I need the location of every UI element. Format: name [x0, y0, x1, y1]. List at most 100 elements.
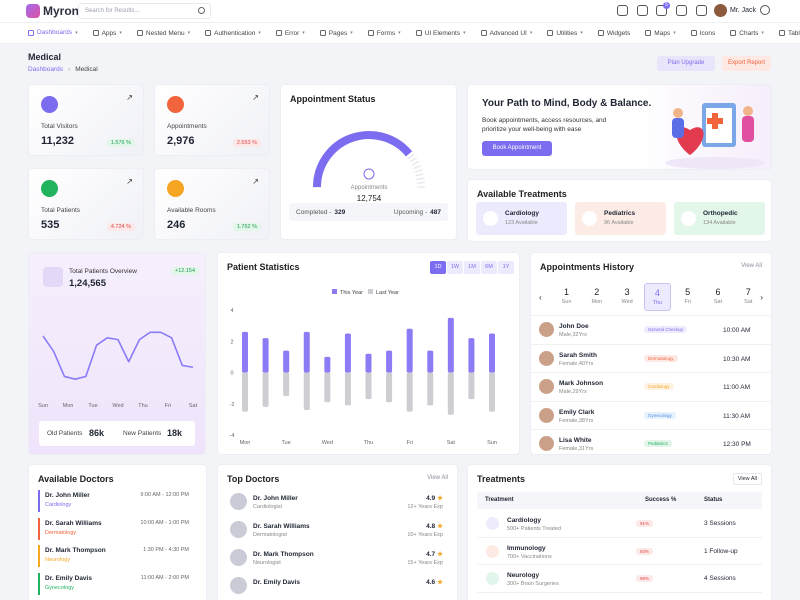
- nav-item[interactable]: Nested Menu ▾: [136, 23, 191, 43]
- patient-info: Female,31Yrs: [559, 446, 594, 453]
- view-all[interactable]: View All: [741, 263, 762, 269]
- stat-icon: [167, 180, 184, 197]
- toolbar-icon[interactable]: [676, 5, 687, 16]
- bar: [468, 338, 475, 373]
- doctor-rating: 4.7 ★: [426, 550, 443, 558]
- next-day[interactable]: ›: [760, 293, 763, 302]
- nav-label: Charts: [739, 29, 759, 37]
- nav-caret: ▾: [580, 30, 583, 36]
- nav-item[interactable]: Utilities ▾: [547, 23, 583, 43]
- day-button[interactable]: 4 Thu: [643, 283, 671, 311]
- day-button[interactable]: 3 Wed: [614, 283, 641, 311]
- bar: [365, 353, 372, 373]
- range-tab[interactable]: 6M: [481, 261, 497, 274]
- nav-item[interactable]: Authentication ▾: [205, 23, 261, 43]
- patient-name: Emily Clark: [559, 408, 595, 416]
- view-all[interactable]: View All: [427, 475, 448, 481]
- nav-icon: [28, 29, 34, 36]
- day-button[interactable]: 1 Sun: [553, 283, 580, 311]
- toolbar-icon[interactable]: [696, 5, 707, 16]
- nav-item[interactable]: Charts ▾: [730, 23, 764, 43]
- nav-item[interactable]: Table: [778, 23, 800, 43]
- nav-caret: ▾: [463, 30, 466, 36]
- day-button[interactable]: 2 Mon: [583, 283, 610, 311]
- cart-badge: 5: [663, 2, 670, 9]
- range-tab[interactable]: 1Y: [498, 261, 514, 274]
- day-button[interactable]: 7 Sat: [735, 283, 762, 311]
- upcoming-label: Upcoming -: [393, 208, 428, 216]
- x-tick-label: Sat: [189, 403, 198, 409]
- day-date: 5: [685, 287, 691, 297]
- nav-icon: [415, 30, 422, 36]
- gauge-label: Appointments: [351, 185, 388, 191]
- range-tab[interactable]: 1W: [447, 261, 463, 274]
- nav-item[interactable]: Advanced UI ▾: [480, 23, 532, 43]
- day-name: Mon: [591, 299, 603, 305]
- toolbar-icon[interactable]: [656, 5, 667, 16]
- x-tick-label: Wed: [322, 440, 333, 446]
- bar: [324, 356, 331, 373]
- top-doctor-row: Dr. Sarah Williams Dermatologist 4.8 ★ 10+ Y…: [218, 517, 457, 545]
- nav-item[interactable]: Icons: [690, 23, 715, 43]
- doctor-avatar: [230, 577, 247, 594]
- nav-item[interactable]: Error ▾: [275, 23, 305, 43]
- view-all-button[interactable]: View All: [732, 473, 762, 485]
- treatment-name: Neurology: [507, 572, 540, 579]
- prev-day[interactable]: ‹: [539, 293, 542, 302]
- book-appointment-button[interactable]: Book Appointment: [482, 141, 552, 156]
- day-button[interactable]: 5 Fri: [674, 283, 701, 311]
- gauge-value: 12,754: [357, 194, 382, 203]
- breadcrumb-link[interactable]: Dashboards: [28, 66, 64, 73]
- completed: Completed -329: [296, 209, 345, 216]
- x-tick-label: Sun: [487, 440, 497, 446]
- search-box[interactable]: Search for Results...: [78, 3, 211, 19]
- nav-icon: [275, 30, 282, 36]
- stat-arrow: ↗: [126, 177, 133, 186]
- nav-label: Pages: [328, 29, 348, 37]
- breadcrumb-current: Medical: [75, 66, 98, 73]
- doctor-time: 1:30 PM - 4:30 PM: [143, 547, 189, 553]
- nav-item[interactable]: Pages ▾: [319, 23, 353, 43]
- treatment-icon: [681, 211, 696, 226]
- nav-item[interactable]: Forms ▾: [367, 23, 401, 43]
- treatment-icon: [582, 211, 597, 226]
- treatment-tile[interactable]: Cardiology 123 Available: [476, 202, 567, 235]
- x-tick-label: Fri: [406, 440, 412, 446]
- settings-icon[interactable]: [760, 5, 770, 15]
- nav-label: Forms: [376, 29, 396, 37]
- success-rate: 91%: [636, 520, 654, 527]
- stat-arrow: ↗: [252, 177, 259, 186]
- doctor-time: 10:00 AM - 1:00 PM: [140, 519, 189, 526]
- bar: [365, 372, 372, 400]
- doctor-name: Dr. Emily Davis: [253, 579, 300, 586]
- logo: [26, 4, 40, 18]
- range-tab[interactable]: 1D: [430, 261, 446, 274]
- plan-upgrade-button[interactable]: Plan Upgrade: [657, 56, 715, 71]
- treatment-tile[interactable]: Orthopedic 134 Available: [674, 202, 765, 235]
- top-doctor-row: Dr. Mark Thompson Neurologist 4.7 ★ 15+ Year…: [218, 545, 457, 573]
- export-report-button[interactable]: Export Report: [722, 56, 771, 71]
- bar: [406, 372, 413, 412]
- bar: [489, 372, 495, 412]
- nav-caret: ▾: [187, 30, 191, 36]
- range-tab[interactable]: 1M: [464, 261, 480, 274]
- stat-arrow: ↗: [126, 93, 133, 102]
- completed-label: Completed -: [296, 208, 332, 216]
- nav-item[interactable]: Apps ▾: [92, 23, 122, 43]
- nav-item[interactable]: Widgets: [597, 23, 630, 43]
- appointment-row: John Doe Male,32Yrs General Checkup 10:00 A…: [531, 315, 771, 344]
- avatar[interactable]: [714, 4, 727, 17]
- treatment-tile[interactable]: Pediatrics 96 Available: [575, 202, 666, 235]
- doctor-dept: Dermatology: [45, 529, 77, 536]
- doctor-experience: 12+ Years Exp: [407, 504, 443, 510]
- promo-illustration: [665, 103, 765, 169]
- nav-item[interactable]: Dashboards ▾: [28, 23, 78, 43]
- day-button[interactable]: 6 Sat: [705, 283, 732, 311]
- bar: [386, 372, 393, 403]
- doctor-dept: Cardiology: [45, 502, 72, 508]
- toolbar-icon[interactable]: [617, 5, 628, 16]
- nav-item[interactable]: UI Elements ▾: [415, 23, 466, 43]
- toolbar-icon[interactable]: [637, 5, 648, 16]
- nav-item[interactable]: Maps ▾: [645, 23, 676, 43]
